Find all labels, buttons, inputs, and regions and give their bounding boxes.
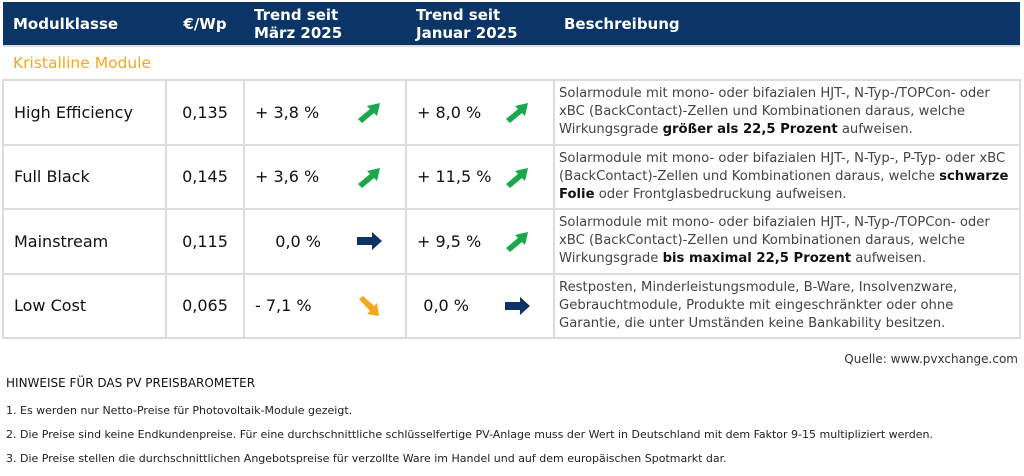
table-row: High Efficiency 0,135 + 3,8 % + 8,0 % So…	[2, 79, 1021, 146]
price-table: Modulklasse €/Wp Trend seit März 2025 Tre…	[2, 2, 1021, 339]
module-class: Low Cost	[2, 272, 167, 339]
module-class: High Efficiency	[2, 79, 167, 146]
module-class: Full Black	[2, 143, 167, 210]
header-description: Beschreibung	[554, 2, 1020, 46]
table-row: Mainstream 0,115 0,0 % + 9,5 % Solarmodu…	[2, 208, 1021, 275]
trend-march-value: + 3,8 %	[255, 102, 320, 122]
trend-march: 0,0 %	[243, 208, 407, 275]
table-row: Low Cost 0,065 - 7,1 % 0,0 % Restposten,…	[2, 272, 1021, 339]
trend-march-value: 0,0 %	[275, 231, 321, 251]
description: Solarmodule mit mono- oder bifazialen HJ…	[553, 208, 1021, 275]
trend-january-value: + 9,5 %	[417, 231, 482, 251]
module-class: Mainstream	[2, 208, 167, 275]
notes-title: HINWEISE FÜR DAS PV PREISBAROMETER	[6, 376, 256, 390]
description: Solarmodule mit mono- oder bifazialen HJ…	[553, 143, 1021, 210]
note-item: 1. Es werden nur Netto-Preise für Photov…	[6, 404, 353, 417]
header-trend-march: Trend seit März 2025	[244, 2, 406, 46]
price: 0,115	[165, 208, 245, 275]
header-price: €/Wp	[166, 2, 244, 46]
trend-january-value: 0,0 %	[423, 296, 469, 316]
trend-march: + 3,6 %	[243, 143, 407, 210]
header-trend-january: Trend seit Januar 2025	[406, 2, 554, 46]
trend-january-value: + 11,5 %	[417, 167, 492, 187]
trend-january: + 11,5 %	[405, 143, 555, 210]
note-item: 2. Die Preise sind keine Endkundenpreise…	[6, 428, 933, 441]
category-label: Kristalline Module	[3, 45, 1020, 81]
price: 0,145	[165, 143, 245, 210]
trend-january: 0,0 %	[405, 272, 555, 339]
table-row: Full Black 0,145 + 3,6 % + 11,5 % Solarm…	[2, 143, 1021, 210]
description: Solarmodule mit mono- oder bifazialen HJ…	[553, 79, 1021, 146]
header-modulklasse: Modulklasse	[3, 2, 166, 46]
note-item: 3. Die Preise stellen die durchschnittli…	[6, 452, 727, 465]
trend-january: + 8,0 %	[405, 79, 555, 146]
description: Restposten, Minderleistungsmodule, B-War…	[553, 272, 1021, 339]
trend-march-value: + 3,6 %	[255, 167, 320, 187]
trend-march-value: - 7,1 %	[255, 296, 312, 316]
trend-march: - 7,1 %	[243, 272, 407, 339]
trend-march: + 3,8 %	[243, 79, 407, 146]
trend-january-value: + 8,0 %	[417, 102, 482, 122]
trend-january: + 9,5 %	[405, 208, 555, 275]
price: 0,065	[165, 272, 245, 339]
table-header: Modulklasse €/Wp Trend seit März 2025 Tre…	[3, 2, 1020, 46]
source-note: Quelle: www.pvxchange.com	[844, 352, 1018, 366]
price: 0,135	[165, 79, 245, 146]
category-row: Kristalline Module	[3, 45, 1020, 81]
